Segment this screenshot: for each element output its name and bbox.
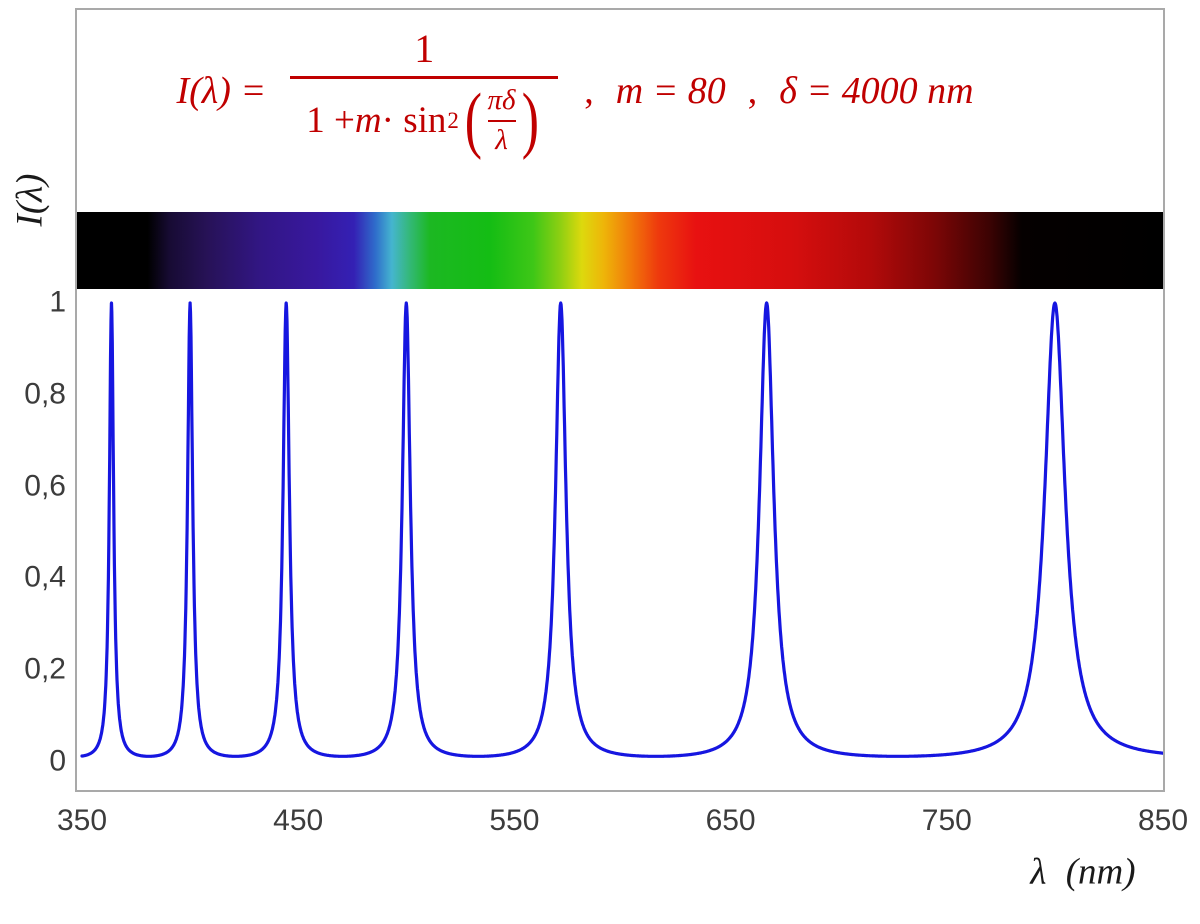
airy-curve-path: [80, 301, 1163, 758]
formula: I(λ) = 1 1 + m · sin 2 ( πδ λ ) , m = 80 ,: [77, 26, 1073, 157]
y-tick-label: 0,2: [24, 652, 66, 686]
x-axis-title: λ (nm): [1030, 851, 1136, 893]
y-tick-label: 0,8: [24, 377, 66, 411]
inner-fraction-bar: [487, 119, 516, 122]
formula-lhs-symbol: I(λ): [176, 69, 231, 112]
x-tick-label: 450: [273, 804, 324, 837]
comma-separator: ,: [747, 69, 758, 112]
formula-fraction: 1 1 + m · sin 2 ( πδ λ ): [290, 26, 559, 162]
inner-denominator: λ: [495, 123, 508, 156]
y-tick-label: 0,4: [24, 560, 66, 594]
y-tick-label: 0,6: [24, 468, 66, 502]
equals-sign: =: [242, 69, 265, 112]
fraction-denominator: 1 + m · sin 2 ( πδ λ ): [290, 76, 559, 162]
formula-lhs: I(λ) =: [176, 70, 264, 114]
inner-numerator: πδ: [487, 84, 516, 116]
x-tick-label: 750: [921, 804, 972, 837]
den-sin: · sin: [381, 99, 447, 141]
y-axis-title: I(λ): [9, 173, 51, 227]
den-m-variable: m: [354, 99, 382, 141]
y-tick-label: 1: [49, 285, 66, 319]
x-tick-label: 550: [489, 804, 540, 837]
inner-fraction: πδ λ: [487, 84, 516, 157]
right-paren: ): [521, 79, 539, 162]
x-tick-label: 850: [1137, 804, 1189, 837]
intensity-curve: [80, 301, 1163, 758]
plot-area: I(λ) = 1 1 + m · sin 2 ( πδ λ ) , m = 80 ,: [75, 8, 1165, 792]
den-one-plus: 1 +: [306, 99, 355, 141]
x-tick-label: 350: [56, 804, 108, 837]
x-tick-label: 650: [705, 804, 756, 837]
param-delta: δ = 4000 nm: [779, 69, 974, 112]
visible-spectrum-band: [77, 212, 1163, 289]
left-paren: (: [464, 79, 482, 162]
den-squared-exponent: 2: [447, 107, 459, 133]
y-tick-label: 0: [49, 744, 66, 778]
param-m: m = 80: [615, 69, 726, 112]
comma-separator: ,: [584, 69, 594, 112]
fraction-numerator: 1: [414, 26, 435, 71]
